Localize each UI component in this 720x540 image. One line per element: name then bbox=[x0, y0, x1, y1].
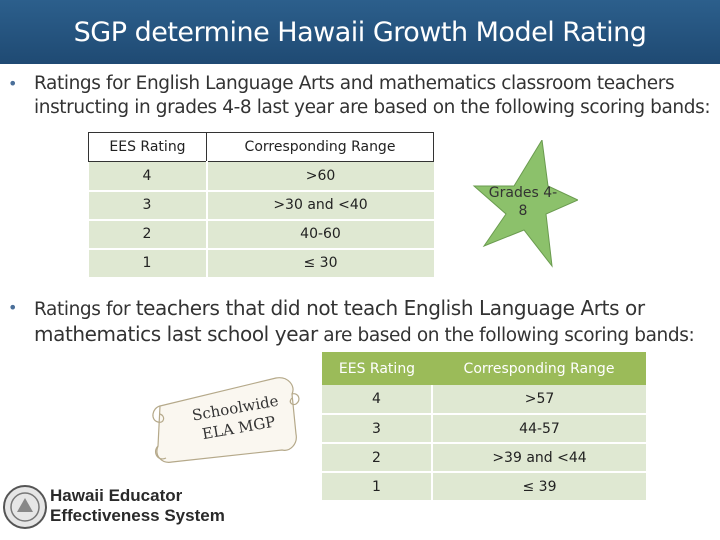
table-cell: >39 and <44 bbox=[432, 443, 646, 473]
table-cell: 4 bbox=[88, 161, 208, 192]
bullet-text: Ratings for teachers that did not teach … bbox=[34, 296, 714, 348]
scoring-table-other: EES Rating Corresponding Range 4 >57 3 4… bbox=[322, 352, 646, 502]
table-row: 4 >57 bbox=[322, 385, 646, 415]
table-cell: ≤ 39 bbox=[432, 472, 646, 502]
table-row: 3 >30 and <40 bbox=[88, 190, 434, 221]
bullet-dot-icon: • bbox=[8, 74, 18, 93]
table-header-row: EES Rating Corresponding Range bbox=[322, 352, 646, 385]
column-header: EES Rating bbox=[88, 132, 207, 162]
star-label-line1: Grades 4- bbox=[488, 185, 558, 201]
bullet-text-start: Ratings for bbox=[34, 299, 136, 320]
table-row: 1 ≤ 39 bbox=[322, 472, 646, 502]
slide-title: SGP determine Hawaii Growth Model Rating bbox=[73, 16, 647, 48]
table-cell: 44-57 bbox=[432, 414, 646, 444]
table-cell: 4 bbox=[322, 385, 433, 415]
column-header: Corresponding Range bbox=[206, 132, 434, 162]
table-cell: 2 bbox=[322, 443, 433, 473]
table-row: 4 >60 bbox=[88, 161, 434, 192]
table-row: 3 44-57 bbox=[322, 414, 646, 444]
table-row: 2 40-60 bbox=[88, 219, 434, 250]
scoring-table-grades-4-8: EES Rating Corresponding Range 4 >60 3 >… bbox=[88, 132, 434, 279]
scroll-icon bbox=[152, 377, 300, 463]
column-header: EES Rating bbox=[322, 352, 432, 385]
title-bar: SGP determine Hawaii Growth Model Rating bbox=[0, 0, 720, 64]
table-cell: ≤ 30 bbox=[206, 248, 434, 279]
logo-line2: Effectiveness System bbox=[50, 506, 225, 525]
table-cell: >30 and <40 bbox=[206, 190, 434, 221]
bullet-text-end: are based on the following scoring bands… bbox=[317, 325, 695, 346]
grades-star-badge: Grades 4- 8 bbox=[468, 138, 580, 270]
star-icon bbox=[472, 138, 580, 268]
table-row: 1 ≤ 30 bbox=[88, 248, 434, 279]
table-cell: 3 bbox=[322, 414, 433, 444]
table-cell: 40-60 bbox=[206, 219, 434, 250]
table-header-row: EES Rating Corresponding Range bbox=[88, 132, 434, 162]
bullet-text: Ratings for English Language Arts and ma… bbox=[34, 73, 711, 118]
table-cell: 1 bbox=[322, 472, 433, 502]
star-label-line2: 8 bbox=[518, 203, 528, 219]
table-cell: 3 bbox=[88, 190, 208, 221]
bullet-grades-4-8: • Ratings for English Language Arts and … bbox=[8, 72, 714, 120]
state-seal-icon bbox=[3, 485, 47, 529]
table-cell: 1 bbox=[88, 248, 208, 279]
table-cell: >60 bbox=[206, 161, 434, 192]
logo-line1: Hawaii Educator bbox=[50, 486, 183, 505]
table-cell: 2 bbox=[88, 219, 208, 250]
hawaii-ees-logo: Hawaii Educator Effectiveness System bbox=[0, 480, 240, 536]
bullet-dot-icon: • bbox=[8, 298, 18, 317]
column-header: Corresponding Range bbox=[432, 352, 646, 385]
scroll-banner: Schoolwide ELA MGP bbox=[146, 372, 306, 468]
bullet-other-teachers: • Ratings for teachers that did not teac… bbox=[8, 296, 714, 348]
bullet-text-emphasis: teachers that did not teach English Lang… bbox=[34, 296, 645, 346]
table-cell: >57 bbox=[432, 385, 646, 415]
table-row: 2 >39 and <44 bbox=[322, 443, 646, 473]
